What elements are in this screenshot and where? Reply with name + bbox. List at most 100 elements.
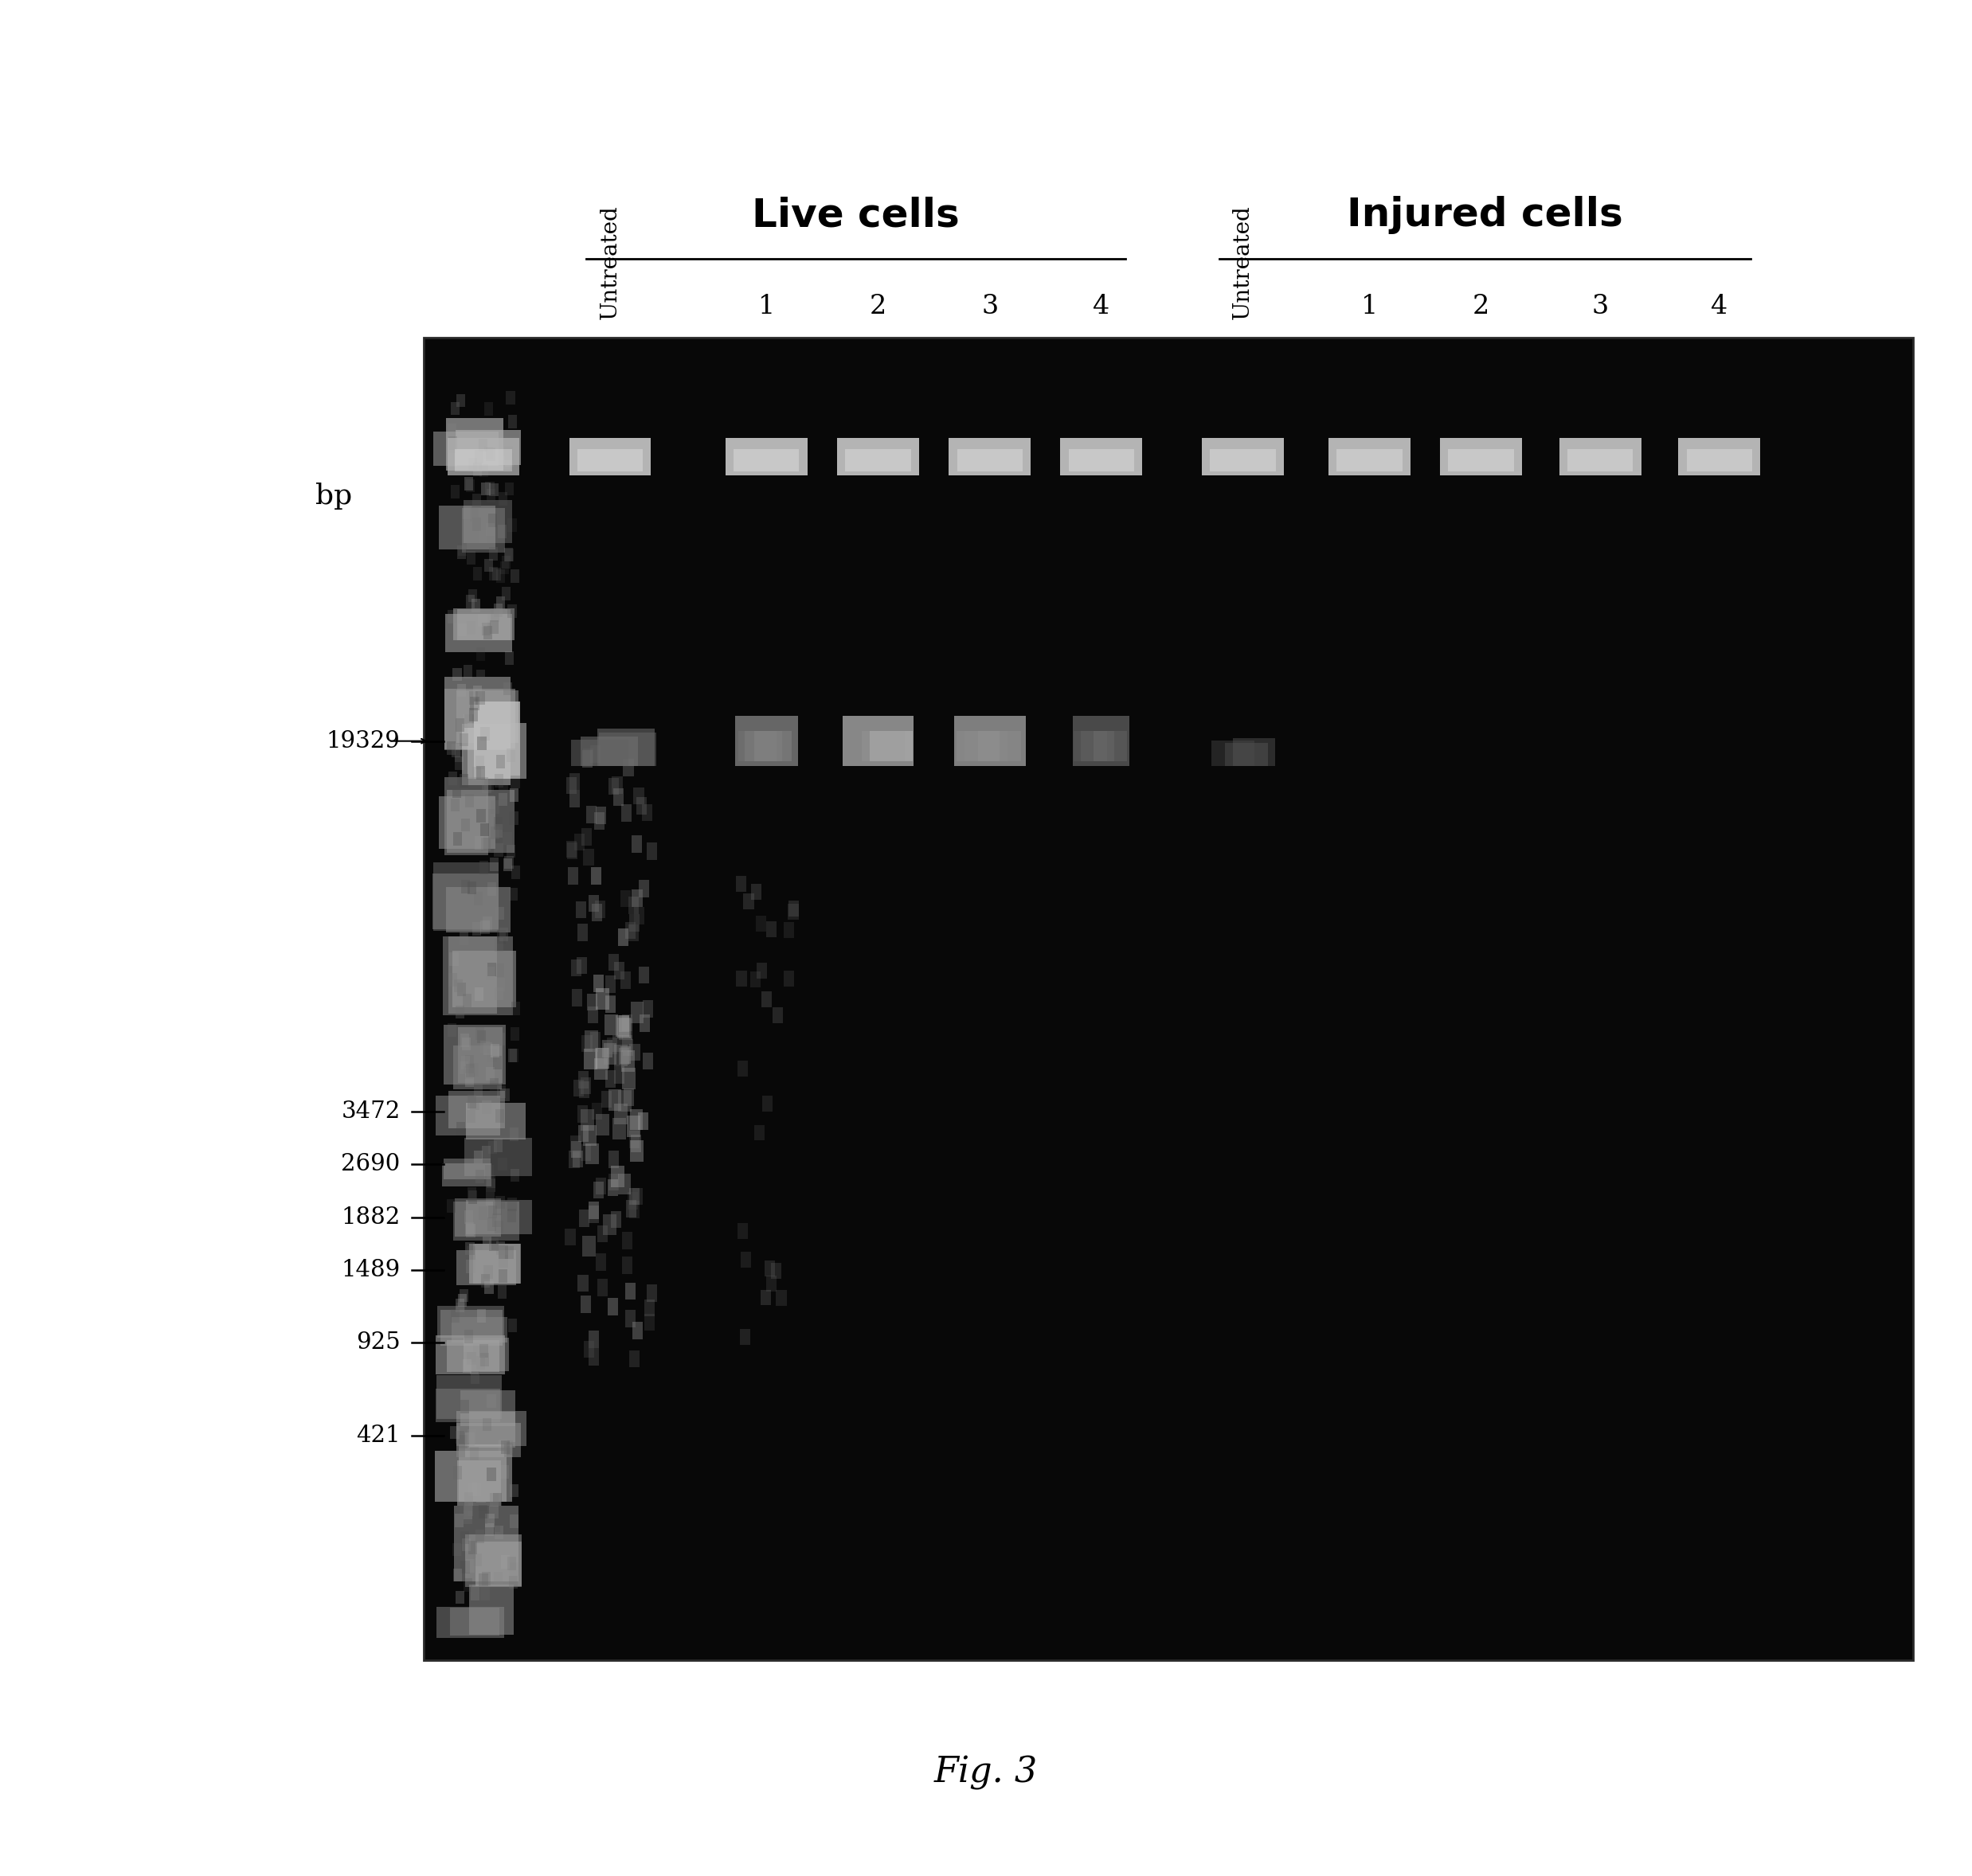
Bar (586, 1030, 598, 1052)
Text: 4: 4 (1092, 293, 1110, 319)
Text: Live cells: Live cells (751, 197, 960, 234)
Bar (621, 889, 631, 908)
Bar (481, 1353, 489, 1366)
Bar (617, 1017, 631, 1039)
Bar (507, 604, 517, 617)
Text: 1: 1 (757, 293, 775, 319)
Bar (481, 1274, 489, 1287)
Bar (605, 1015, 617, 1036)
Bar (570, 790, 580, 807)
Bar (1440, 439, 1522, 475)
Bar (582, 1109, 594, 1131)
Bar (639, 1015, 651, 1032)
Bar (1211, 450, 1276, 471)
Bar (783, 923, 795, 938)
Bar (448, 437, 458, 450)
Bar (469, 1585, 513, 1634)
Bar (450, 936, 497, 1015)
Bar (456, 690, 519, 743)
Bar (459, 1034, 469, 1047)
Bar (483, 780, 491, 794)
Bar (956, 450, 1023, 471)
Bar (479, 1206, 487, 1219)
Bar (623, 1088, 633, 1105)
Bar (489, 482, 499, 497)
Bar (469, 1064, 479, 1077)
Bar (736, 970, 747, 987)
Bar (452, 401, 459, 415)
Bar (745, 732, 783, 762)
Bar (1201, 439, 1284, 475)
Bar (461, 508, 505, 553)
Bar (621, 1067, 635, 1090)
Bar (452, 951, 517, 1007)
Bar (763, 1096, 773, 1112)
Bar (566, 840, 576, 857)
Bar (471, 598, 481, 612)
Bar (432, 872, 499, 929)
Bar (454, 979, 463, 992)
Text: 2690: 2690 (341, 1154, 400, 1176)
Bar (507, 518, 517, 531)
Bar (771, 1263, 781, 1279)
Bar (465, 1503, 473, 1516)
Bar (452, 1542, 461, 1555)
Bar (497, 525, 507, 538)
Bar (777, 1291, 787, 1306)
Bar (584, 1049, 598, 1069)
Bar (572, 989, 582, 1007)
Bar (625, 1201, 637, 1218)
Bar (623, 1257, 633, 1274)
Bar (588, 895, 599, 912)
Bar (862, 732, 905, 762)
Bar (458, 623, 467, 636)
Bar (479, 1510, 487, 1523)
Bar (467, 1188, 477, 1201)
Bar (475, 692, 485, 705)
Bar (501, 1441, 509, 1454)
Text: 2: 2 (1473, 293, 1489, 319)
Bar (509, 1127, 519, 1141)
Bar (495, 1525, 503, 1538)
Bar (639, 880, 649, 897)
Bar (487, 1467, 495, 1480)
Bar (627, 1116, 641, 1137)
Bar (503, 548, 513, 561)
Bar (582, 737, 639, 765)
Bar (566, 842, 578, 859)
Bar (511, 775, 521, 788)
Bar (594, 1058, 607, 1079)
Bar (465, 1201, 532, 1234)
Bar (578, 1105, 588, 1122)
Bar (475, 1356, 485, 1369)
Bar (485, 1165, 493, 1178)
Bar (493, 816, 503, 829)
Bar (501, 555, 511, 568)
Bar (842, 717, 913, 765)
Bar (491, 827, 499, 840)
Bar (493, 1572, 503, 1585)
Bar (459, 1289, 469, 1302)
Bar (765, 1261, 775, 1276)
Bar (611, 1210, 621, 1229)
Bar (452, 1317, 507, 1343)
Bar (629, 1131, 639, 1148)
Bar (456, 1199, 501, 1236)
Bar (633, 1323, 643, 1339)
Bar (459, 1390, 515, 1426)
Bar (450, 1426, 459, 1439)
Bar (761, 1289, 771, 1306)
Bar (477, 1309, 485, 1323)
Bar (491, 801, 499, 814)
Bar (458, 608, 511, 640)
Bar (463, 1210, 473, 1223)
Bar (436, 1450, 507, 1501)
Bar (454, 668, 461, 681)
Bar (749, 972, 761, 987)
Bar (459, 932, 467, 946)
Bar (645, 1300, 655, 1317)
Bar (495, 1032, 505, 1045)
Bar (505, 454, 513, 467)
Bar (613, 1118, 627, 1139)
Bar (757, 962, 767, 979)
